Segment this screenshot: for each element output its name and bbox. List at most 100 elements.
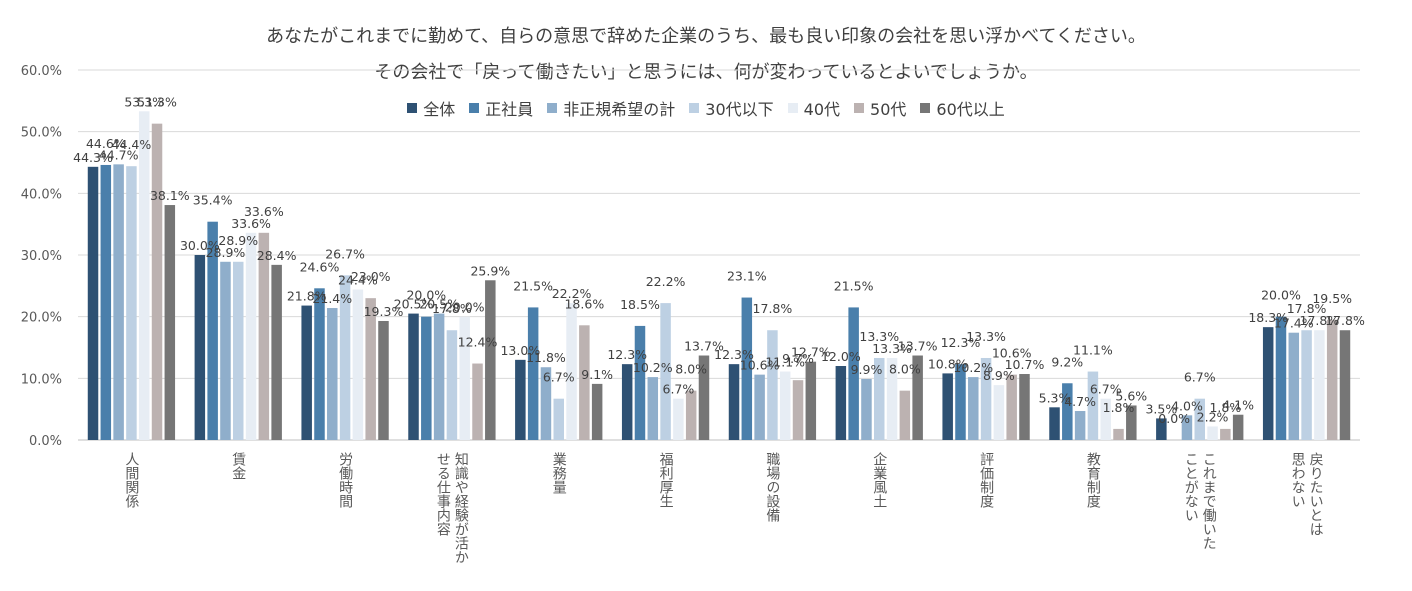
y-tick-label: 50.0%: [21, 126, 62, 141]
x-category-label: 人間関係: [123, 452, 139, 509]
data-label: 12.3%: [941, 335, 981, 350]
bar: [194, 255, 206, 440]
data-label: 33.6%: [231, 216, 271, 231]
y-tick-label: 60.0%: [21, 64, 62, 79]
legend-swatch: [854, 103, 865, 113]
data-label: 20.0%: [406, 288, 446, 303]
legend-item-6: 60代以上: [920, 96, 1005, 120]
bar: [233, 261, 244, 440]
data-label: 5.3%: [1039, 390, 1071, 405]
bar: [685, 390, 697, 440]
bar: [1126, 405, 1137, 440]
legend-item-0: 全体: [407, 96, 455, 120]
data-label: 20.5%: [419, 297, 459, 312]
bar: [1062, 383, 1073, 440]
bar: [1220, 428, 1231, 440]
data-label: 12.0%: [821, 349, 861, 364]
data-label: 24.4%: [338, 273, 378, 288]
chart-title-line-1: あなたがこれまでに勤めて、自らの意思で辞めた企業のうち、最も良い印象の会社を思い…: [266, 26, 1146, 47]
bar: [151, 123, 163, 441]
bar: [126, 166, 137, 440]
x-category-label: 福利厚生: [658, 452, 674, 508]
x-category-label: 業務量: [551, 452, 567, 494]
data-label: 4.7%: [1064, 394, 1096, 409]
x-category-label: 企業風土: [871, 451, 887, 508]
bar: [1087, 371, 1099, 440]
data-label: 23.0%: [351, 269, 391, 284]
bar: [1074, 411, 1086, 440]
data-label: 4.0%: [1171, 398, 1203, 413]
data-label: 5.6%: [1115, 388, 1147, 403]
data-label: 11.1%: [1073, 343, 1113, 358]
legend-swatch: [469, 103, 480, 113]
data-label: 13.7%: [898, 339, 938, 354]
data-label: 21.4%: [312, 291, 352, 306]
data-label: 2.2%: [1197, 409, 1229, 424]
data-label: 6.7%: [663, 382, 695, 397]
legend-item-5: 50代: [854, 96, 906, 120]
bar: [220, 261, 231, 440]
data-label: 24.6%: [300, 259, 340, 274]
bar: [1100, 398, 1111, 440]
data-label: 13.0%: [500, 343, 540, 358]
data-label: 12.4%: [458, 335, 498, 350]
bar: [673, 398, 684, 440]
bar: [1156, 418, 1167, 440]
data-label: 25.9%: [470, 263, 510, 278]
bar: [339, 275, 351, 440]
bar: [378, 320, 389, 440]
data-label: 18.3%: [1248, 310, 1288, 325]
data-label: 6.7%: [543, 370, 575, 385]
bar: [164, 205, 176, 440]
data-label: 10.2%: [953, 360, 993, 375]
bar: [861, 378, 872, 440]
bar: [912, 355, 923, 440]
bar: [1181, 415, 1193, 440]
data-label: 13.3%: [859, 329, 899, 344]
legend-item-4: 40代: [787, 96, 840, 120]
data-label: 9.9%: [851, 362, 883, 377]
legend-label: 60代以上: [936, 100, 1005, 119]
data-label: 21.8%: [287, 289, 327, 304]
bar: [886, 357, 898, 440]
bar: [408, 313, 419, 440]
data-label: 22.2%: [552, 286, 592, 301]
data-label: 10.6%: [992, 346, 1032, 361]
legend-item-2: 非正規希望の計: [547, 96, 675, 120]
data-label: 13.7%: [684, 339, 724, 354]
bar: [352, 289, 364, 440]
legend-label: 正社員: [485, 100, 534, 119]
y-tick-label: 30.0%: [21, 249, 62, 264]
data-label: 23.1%: [727, 269, 767, 284]
x-category-label: ことがない: [1183, 452, 1199, 522]
data-label: 51.3%: [137, 95, 177, 110]
data-label: 17.8%: [1325, 313, 1365, 328]
data-label: 21.5%: [513, 278, 553, 293]
bar: [874, 357, 885, 440]
data-label: 18.6%: [564, 296, 604, 311]
legend-label: 全体: [423, 100, 456, 119]
bar: [779, 371, 791, 440]
x-category-label: これまで働いた: [1201, 452, 1217, 550]
bar: [980, 357, 992, 440]
bar: [942, 373, 953, 440]
bar: [245, 232, 257, 440]
bar: [1113, 428, 1124, 440]
legend-item-3: 30代以下: [689, 96, 774, 120]
x-category-label: せる仕事内容: [435, 452, 451, 536]
bar: [421, 316, 432, 440]
data-label: 8.0%: [675, 362, 707, 377]
bar: [1049, 407, 1060, 440]
data-label: 35.4%: [193, 193, 233, 208]
bar: [792, 380, 804, 440]
data-label: 6.7%: [1090, 382, 1122, 397]
legend-swatch: [689, 103, 700, 113]
bar: [87, 166, 99, 441]
data-label: 20.5%: [394, 297, 434, 312]
data-label: 44.6%: [86, 136, 126, 151]
x-category-label: 労働時間: [337, 452, 353, 509]
legend-swatch: [547, 103, 558, 113]
data-label: 9.7%: [782, 351, 814, 366]
data-label: 9.2%: [1051, 354, 1083, 369]
